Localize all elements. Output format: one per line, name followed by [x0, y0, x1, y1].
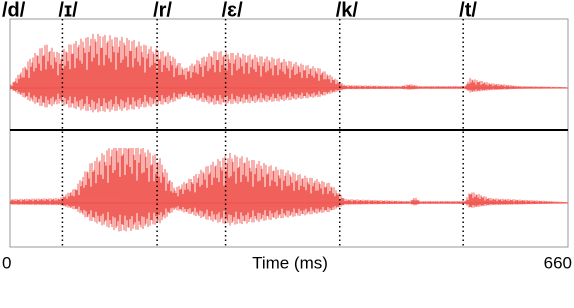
phoneme-label: /ɛ/ — [222, 0, 243, 21]
phoneme-label: /t/ — [459, 0, 477, 21]
x-tick-label: 660 — [544, 253, 572, 272]
x-tick-label: 0 — [2, 253, 11, 272]
phoneme-label: /d/ — [2, 0, 26, 21]
x-axis-label: Time (ms) — [252, 253, 328, 272]
phoneme-label: /r/ — [153, 0, 172, 21]
phoneme-label: /ɪ/ — [58, 0, 78, 21]
phoneme-label: /k/ — [336, 0, 359, 21]
frame — [9, 18, 569, 248]
waveforms — [10, 33, 568, 232]
waveform — [10, 148, 568, 232]
waveform — [10, 33, 568, 113]
